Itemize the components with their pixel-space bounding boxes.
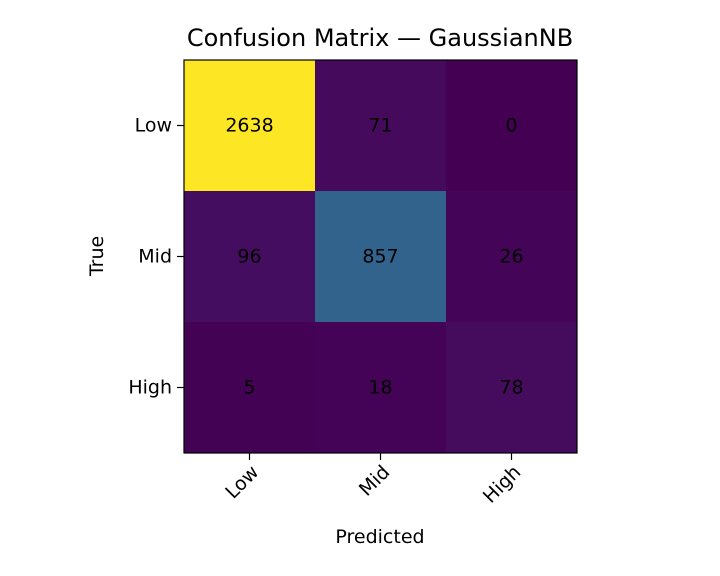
heatmap-cell-mid-low (184, 191, 316, 323)
y-tick-label-low: Low (135, 115, 172, 137)
heatmap-cells (184, 60, 578, 454)
heatmap-cell-low-high (446, 60, 578, 192)
cell-value-label: 5 (243, 377, 255, 399)
y-axis-ticks: Low Mid High (128, 115, 184, 399)
cell-value-label: 18 (368, 377, 392, 399)
y-tick-label-mid: Mid (138, 246, 172, 268)
cell-value-label: 0 (505, 115, 517, 137)
cell-value-label: 857 (362, 246, 398, 268)
cell-value-label: 2638 (225, 115, 273, 137)
cell-value-labels: 2638 71 0 96 857 26 5 18 78 (225, 115, 523, 399)
heatmap-cell-mid-high (446, 191, 578, 323)
cell-value-label: 78 (499, 377, 523, 399)
heatmap-cell-mid-mid (315, 191, 447, 323)
heatmap-cell-high-high (446, 322, 578, 454)
y-tick-label-high: High (128, 377, 172, 399)
heatmap-cell-high-mid (315, 322, 447, 454)
y-axis-label: True (86, 236, 108, 277)
cell-value-label: 96 (237, 246, 261, 268)
heatmap-cell-high-low (184, 322, 316, 454)
chart-title: Confusion Matrix — GaussianNB (187, 24, 573, 52)
x-axis-label: Predicted (335, 526, 424, 548)
heatmap-cell-low-mid (315, 60, 447, 192)
cell-value-label: 71 (368, 115, 392, 137)
heatmap-cell-low-low (184, 60, 316, 192)
cell-value-label: 26 (499, 246, 523, 268)
